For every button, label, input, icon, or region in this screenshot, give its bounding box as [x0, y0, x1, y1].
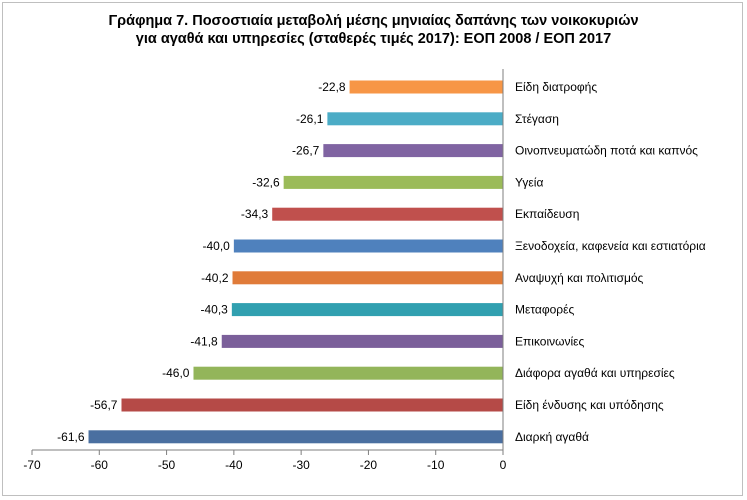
data-label: -32,6	[252, 175, 280, 189]
bar	[327, 112, 503, 126]
bar	[232, 271, 504, 285]
category-label: Ξενοδοχεία, καφενεία και εστιατόρια	[515, 239, 706, 253]
category-label: Οινοπνευματώδη ποτά και καπνός	[515, 144, 698, 158]
bar-row: -40,3 Μεταφορές	[200, 303, 574, 317]
bar-row: -56,7 Είδη ένδυσης και υπόδησης	[90, 398, 664, 412]
bar	[272, 207, 503, 221]
x-tick-label: -70	[23, 458, 41, 472]
chart-title: Γράφημα 7. Ποσοστιαία μεταβολή μέσης μην…	[0, 12, 747, 48]
bar	[193, 366, 503, 380]
bar	[323, 144, 503, 158]
x-tick-label: 0	[500, 458, 507, 472]
data-label: -40,2	[201, 271, 229, 285]
bar-row: -40,0 Ξενοδοχεία, καφενεία και εστιατόρια	[202, 239, 705, 253]
data-label: -61,6	[57, 430, 85, 444]
data-label: -22,8	[318, 80, 346, 94]
category-label: Διαρκή αγαθά	[515, 430, 589, 444]
data-label: -26,7	[292, 144, 320, 158]
category-label: Στέγαση	[515, 112, 559, 126]
x-tick-label: -60	[91, 458, 109, 472]
bar-row: -26,1 Στέγαση	[296, 112, 559, 126]
chart-title-line-1: Γράφημα 7. Ποσοστιαία μεταβολή μέσης μην…	[108, 13, 639, 29]
data-label: -46,0	[162, 366, 190, 380]
bar-row: -41,8 Επικοινωνίες	[190, 334, 584, 348]
bar	[231, 303, 504, 317]
data-label: -40,3	[200, 303, 228, 317]
bar	[88, 430, 504, 444]
bar-row: -22,8 Είδη διατροφής	[318, 80, 597, 94]
x-tick-label: -10	[427, 458, 445, 472]
category-label: Είδη ένδυσης και υπόδησης	[515, 398, 664, 412]
x-tick-label: -30	[292, 458, 310, 472]
bar	[349, 80, 503, 94]
bar	[221, 334, 503, 348]
x-tick-label: -50	[158, 458, 176, 472]
bar	[121, 398, 504, 412]
bar-row: -32,6 Υγεία	[252, 175, 543, 189]
bar	[233, 239, 503, 253]
bar-row: -34,3 Εκπαίδευση	[241, 207, 580, 221]
bars-group: -22,8 Είδη διατροφής -26,1 Στέγαση -26,7 Οινο…	[57, 80, 706, 444]
category-label: Μεταφορές	[515, 303, 574, 317]
category-label: Αναψυχή και πολιτισμός	[515, 271, 644, 285]
data-label: -26,1	[296, 112, 324, 126]
x-axis: -70 -60 -50 -40 -30 -20 -10 0	[23, 69, 507, 472]
bar-row: -61,6 Διαρκή αγαθά	[57, 430, 589, 444]
category-label: Διάφορα αγαθά και υπηρεσίες	[515, 366, 675, 380]
x-tick-label: -20	[360, 458, 378, 472]
category-label: Είδη διατροφής	[515, 80, 597, 94]
bar	[283, 175, 503, 189]
category-label: Επικοινωνίες	[515, 334, 585, 348]
bar-row: -40,2 Αναψυχή και πολιτισμός	[201, 271, 643, 285]
bar-row: -26,7 Οινοπνευματώδη ποτά και καπνός	[292, 144, 698, 158]
data-label: -34,3	[241, 207, 269, 221]
data-label: -56,7	[90, 398, 118, 412]
bar-row: -46,0 Διάφορα αγαθά και υπηρεσίες	[162, 366, 675, 380]
category-label: Εκπαίδευση	[515, 207, 579, 221]
data-label: -40,0	[202, 239, 230, 253]
x-tick-label: -40	[225, 458, 243, 472]
data-label: -41,8	[190, 334, 218, 348]
chart-title-line-2: για αγαθά και υπηρεσίες (σταθερές τιμές …	[135, 31, 612, 47]
category-label: Υγεία	[515, 175, 543, 189]
